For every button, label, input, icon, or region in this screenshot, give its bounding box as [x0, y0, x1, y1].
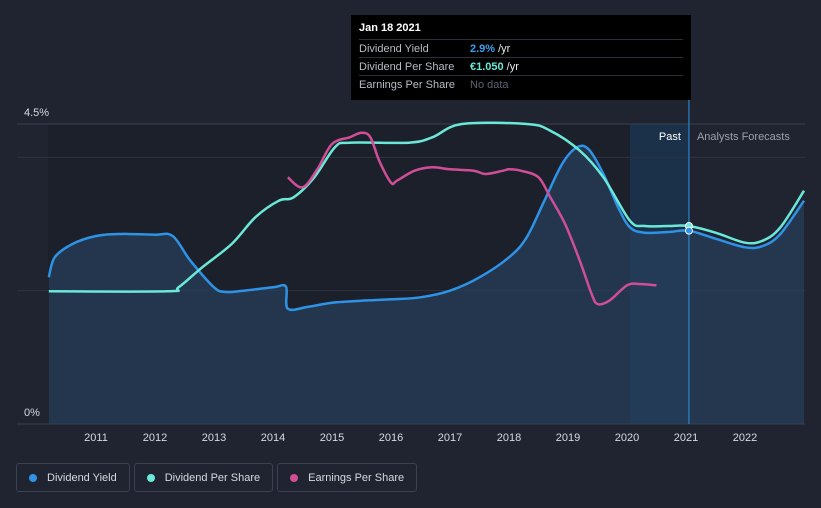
- x-tick-label: 2016: [379, 432, 403, 444]
- dividend-per-share-line: [48, 121, 806, 293]
- tooltip-row-dividend-per-share: Dividend Per Share €1.050 /yr: [359, 57, 683, 75]
- x-tick-label: 2013: [202, 432, 226, 444]
- tooltip-value: No data: [470, 78, 509, 91]
- x-tick-label: 2017: [438, 432, 462, 444]
- legend: Dividend Yield Dividend Per Share Earnin…: [16, 463, 418, 492]
- tooltip-row-dividend-yield: Dividend Yield 2.9% /yr: [359, 39, 683, 57]
- tooltip: Jan 18 2021 Dividend Yield 2.9% /yr Divi…: [351, 15, 691, 100]
- legend-item-dividend-yield[interactable]: Dividend Yield: [16, 463, 130, 492]
- earnings-per-share-dot-icon: [290, 473, 299, 482]
- x-axis-ticks: 2011 2012 2013 2014 2015 2016 2017 2018 2019 2020…: [84, 432, 757, 444]
- x-tick-label: 2012: [143, 432, 167, 444]
- x-tick-label: 2021: [674, 432, 698, 444]
- past-label: Past: [659, 131, 681, 143]
- y-tick-label-max: 4.5%: [24, 107, 49, 119]
- tooltip-label: Dividend Per Share: [359, 60, 455, 73]
- dividend-yield-line: [47, 144, 806, 312]
- x-tick-label: 2011: [84, 432, 108, 444]
- legend-label: Dividend Per Share: [164, 471, 261, 484]
- dividend-yield-dot-icon: [29, 473, 37, 482]
- tooltip-label: Earnings Per Share: [359, 78, 455, 91]
- x-tick-label: 2022: [733, 432, 757, 444]
- x-tick-label: 2015: [320, 432, 344, 444]
- legend-label: Earnings Per Share: [308, 471, 405, 484]
- tooltip-row-earnings-per-share: Earnings Per Share No data: [359, 75, 683, 93]
- dividend-yield-point[interactable]: [684, 226, 693, 235]
- legend-label: Dividend Yield: [47, 471, 117, 484]
- x-tick-label: 2014: [261, 432, 285, 444]
- tooltip-value: 2.9%: [470, 42, 496, 55]
- tooltip-unit: /yr: [498, 42, 511, 55]
- analysts-forecasts-label: Analysts Forecasts: [697, 131, 790, 143]
- tooltip-date: Jan 18 2021: [359, 22, 421, 34]
- x-tick-label: 2018: [497, 432, 521, 444]
- tooltip-value: €1.050: [470, 60, 504, 73]
- legend-item-earnings-per-share[interactable]: Earnings Per Share: [277, 463, 418, 492]
- x-tick-label: 2019: [556, 432, 580, 444]
- legend-item-dividend-per-share[interactable]: Dividend Per Share: [133, 463, 274, 492]
- y-tick-label-min: 0%: [24, 407, 40, 419]
- tooltip-unit: /yr: [506, 60, 519, 73]
- dividend-yield-area: [48, 145, 805, 424]
- earnings-per-share-line: [286, 131, 657, 306]
- dividend-per-share-dot-icon: [146, 473, 155, 482]
- x-tick-label: 2020: [615, 432, 639, 444]
- tooltip-label: Dividend Yield: [359, 42, 429, 55]
